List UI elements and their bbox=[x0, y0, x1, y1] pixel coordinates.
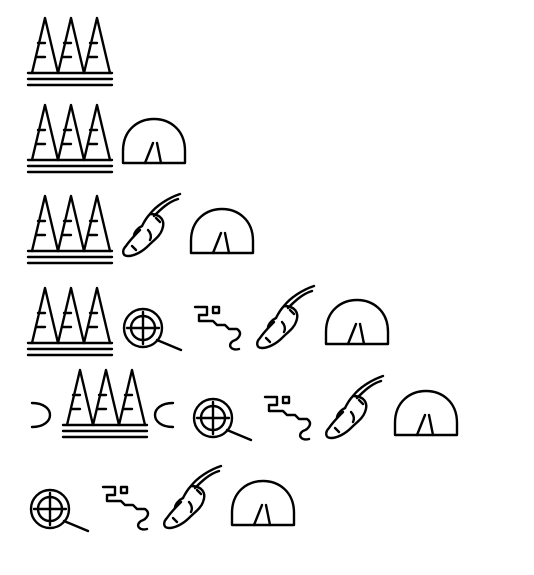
bread-loaf-sign bbox=[230, 479, 296, 527]
cartouche-close-sign bbox=[153, 401, 175, 429]
placenta-sign bbox=[192, 397, 253, 442]
row-3 bbox=[26, 192, 255, 265]
twisted-flax-sign bbox=[101, 485, 150, 531]
bread-loaf-sign bbox=[189, 207, 255, 255]
bread-loaf-sign bbox=[324, 298, 390, 346]
oryx-head-sign bbox=[122, 192, 182, 258]
hill-country-sign bbox=[61, 368, 149, 439]
hill-country-sign bbox=[26, 286, 114, 357]
cartouche-open-sign bbox=[30, 401, 52, 429]
bread-loaf-sign bbox=[121, 117, 187, 165]
oryx-head-sign bbox=[256, 284, 316, 350]
row-4 bbox=[26, 284, 390, 357]
oryx-head-sign bbox=[325, 374, 385, 440]
twisted-flax-sign bbox=[193, 305, 242, 351]
row-5 bbox=[30, 368, 459, 442]
row-6 bbox=[29, 464, 296, 533]
hill-country-sign bbox=[26, 194, 114, 265]
oryx-head-sign bbox=[163, 464, 223, 530]
bread-loaf-sign bbox=[393, 389, 459, 437]
row-2 bbox=[26, 103, 187, 174]
placenta-sign bbox=[122, 307, 183, 352]
twisted-flax-sign bbox=[263, 395, 312, 441]
placenta-sign bbox=[29, 488, 90, 533]
hill-country-sign bbox=[26, 103, 114, 174]
hill-country-sign bbox=[26, 16, 114, 87]
row-1 bbox=[26, 16, 114, 87]
